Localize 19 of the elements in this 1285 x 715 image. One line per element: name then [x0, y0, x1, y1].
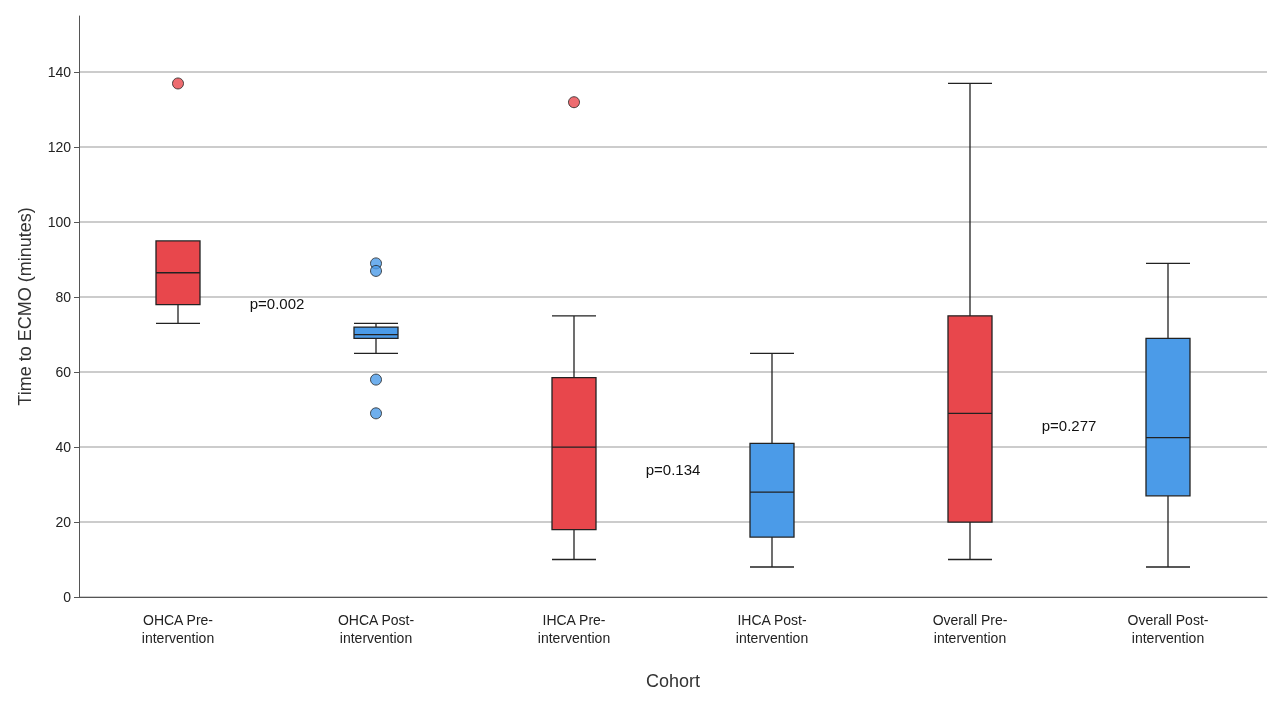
y-tick-label: 140: [47, 64, 72, 81]
x-tick-label: IHCA Post-intervention: [735, 612, 809, 646]
x-axis-title: Cohort: [645, 671, 701, 691]
y-tick-label: 60: [55, 364, 72, 381]
y-tick-label: 20: [55, 514, 72, 531]
y-tick-label: 80: [55, 289, 72, 306]
y-axis-title: Time to ECMO (minutes): [15, 207, 35, 406]
y-tick-label: 40: [55, 439, 72, 456]
y-tick-label: 100: [47, 214, 72, 231]
annotation: p=0.277: [1041, 417, 1097, 435]
x-tick-label: Overall Post-intervention: [1127, 612, 1209, 646]
x-tick-label: OHCA Pre-intervention: [141, 612, 215, 646]
x-tick-label: Overall Pre-intervention: [932, 612, 1008, 646]
annotation: p=0.134: [645, 461, 701, 479]
x-tick-label: OHCA Post-intervention: [337, 612, 415, 646]
annotation: p=0.002: [249, 295, 305, 313]
x-tick-label: IHCA Pre-intervention: [537, 612, 611, 646]
y-tick-label: 120: [47, 139, 72, 156]
y-tick-label: 0: [63, 589, 72, 605]
